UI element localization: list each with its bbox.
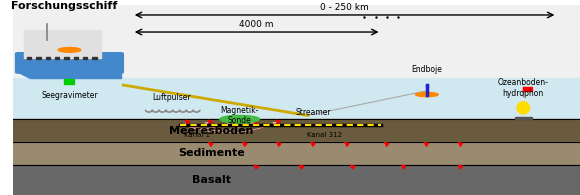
Text: Seegravimeter: Seegravimeter	[41, 91, 98, 100]
Polygon shape	[19, 72, 121, 77]
Bar	[24, 30, 101, 58]
Bar	[13, 119, 580, 142]
Bar	[36, 57, 41, 59]
Bar	[83, 57, 88, 59]
Bar	[13, 165, 580, 195]
FancyBboxPatch shape	[16, 53, 124, 73]
Text: Ozeanboden-
hydrophon: Ozeanboden- hydrophon	[498, 78, 549, 98]
Bar	[13, 77, 580, 119]
Bar	[27, 57, 31, 59]
Bar	[64, 57, 68, 59]
Bar	[523, 87, 532, 91]
Ellipse shape	[58, 48, 81, 52]
Text: Forschungsschiff: Forschungsschiff	[10, 1, 117, 11]
Ellipse shape	[415, 92, 438, 97]
Bar	[55, 57, 59, 59]
Bar	[64, 79, 74, 84]
Text: Magnetik-
Sonde: Magnetik- Sonde	[220, 106, 259, 125]
Text: Meeresboden: Meeresboden	[169, 126, 253, 136]
Text: 4000 m: 4000 m	[240, 20, 274, 29]
Bar	[13, 5, 580, 77]
Text: Basalt: Basalt	[192, 175, 231, 185]
Text: Sedimente: Sedimente	[178, 148, 245, 158]
Bar	[515, 117, 532, 119]
Bar	[92, 57, 97, 59]
Bar	[13, 142, 580, 165]
Text: 0 - 250 km: 0 - 250 km	[320, 3, 369, 12]
Ellipse shape	[517, 102, 530, 114]
Text: Streamer: Streamer	[296, 108, 331, 117]
Bar	[74, 57, 78, 59]
Text: Luftpulser: Luftpulser	[153, 93, 191, 102]
Text: Kanal 312: Kanal 312	[307, 132, 342, 138]
Ellipse shape	[220, 115, 259, 123]
Bar	[46, 57, 50, 59]
Bar	[426, 85, 428, 87]
Text: Endboje: Endboje	[411, 65, 443, 74]
Text: Kanal 1: Kanal 1	[184, 132, 210, 138]
